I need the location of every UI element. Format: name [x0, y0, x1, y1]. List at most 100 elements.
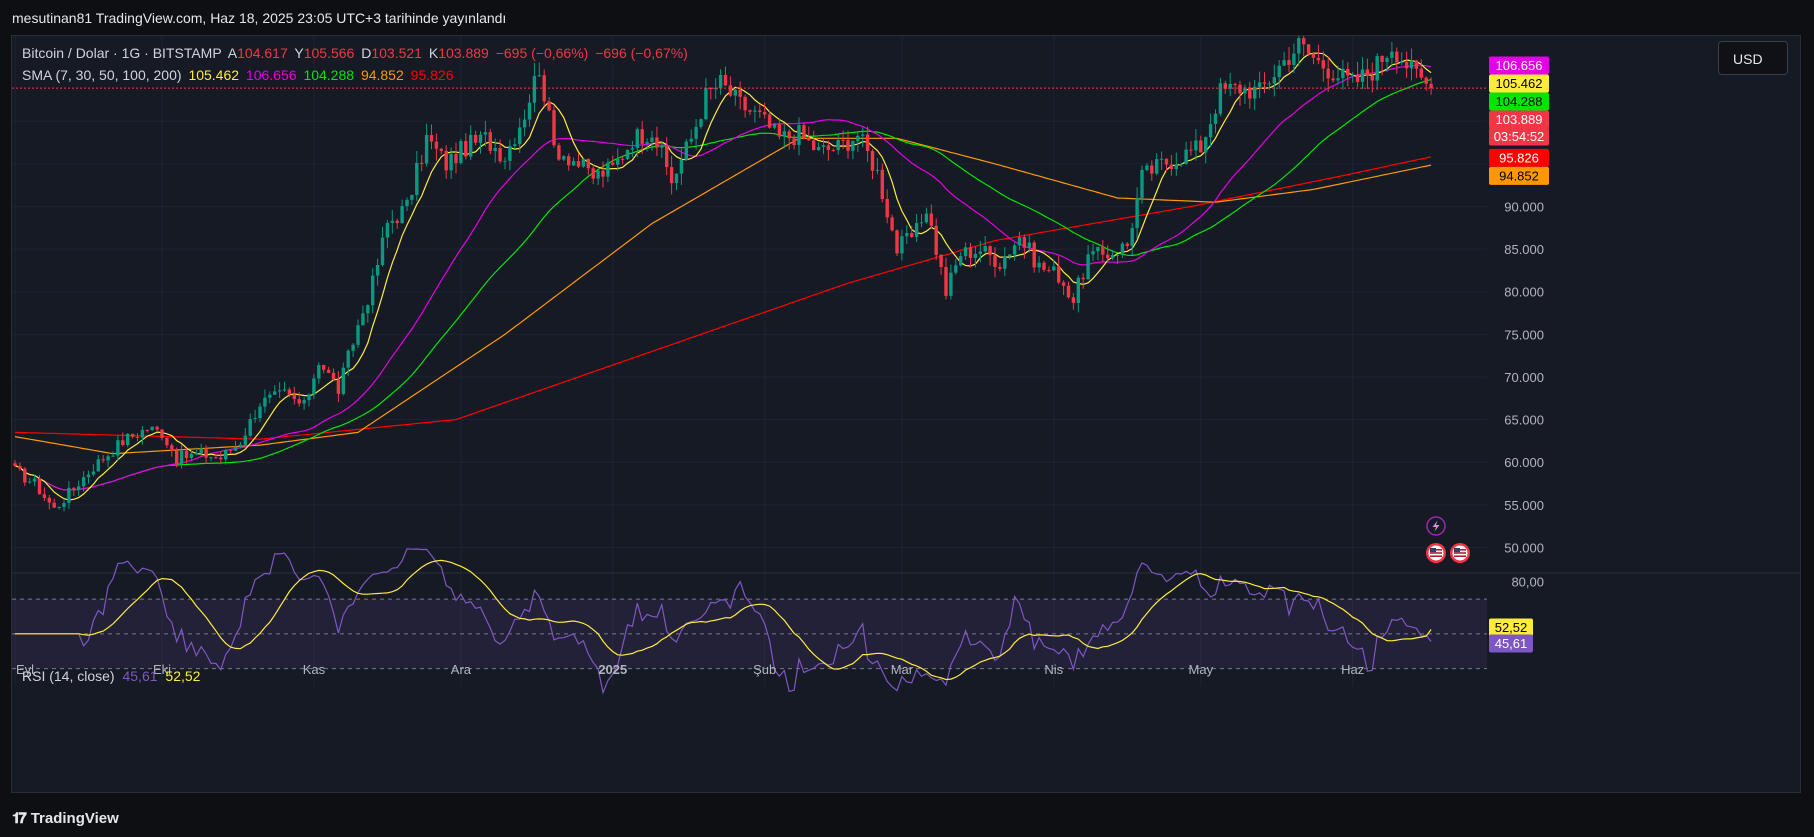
- candle-body: [704, 88, 708, 120]
- candle-body: [400, 206, 404, 224]
- candle-body: [1096, 246, 1100, 252]
- candle-body: [322, 365, 326, 370]
- candle-body: [1199, 140, 1203, 153]
- candle-body: [1331, 78, 1335, 81]
- candle-body: [1155, 159, 1159, 174]
- candle-body: [812, 140, 816, 151]
- time-tick-label: Eki: [153, 662, 171, 677]
- candle-body: [591, 168, 595, 179]
- candle-body: [552, 110, 556, 146]
- price-badge-bg: [1489, 74, 1549, 93]
- lightning-icon[interactable]: [1426, 516, 1446, 536]
- candle-body: [797, 125, 801, 146]
- price-badge: 94.852: [1489, 166, 1549, 185]
- chart-canvas[interactable]: 100.00095.00090.00085.00080.00075.00070.…: [12, 36, 1801, 793]
- candle-body: [395, 220, 399, 224]
- candle-body: [581, 158, 586, 167]
- candle-body: [763, 111, 767, 115]
- rsi-badge-text: 52,52: [1495, 620, 1528, 635]
- candle-body: [831, 149, 835, 151]
- candle-body: [184, 450, 189, 459]
- candle-body: [1086, 254, 1090, 280]
- candle-body: [415, 162, 419, 196]
- time-tick-label: Şub: [753, 662, 776, 677]
- candle-body: [978, 251, 982, 254]
- price-badge-text: 94.852: [1499, 168, 1539, 183]
- candle-body: [57, 506, 61, 508]
- time-tick-label: 2025: [598, 662, 627, 677]
- candle-body: [1321, 60, 1325, 69]
- rsi-badge-bg: [1489, 618, 1533, 637]
- candle-body: [1375, 56, 1379, 81]
- symbol-legend: Bitcoin / Dolar · 1G · BITSTAMP A104.617…: [22, 45, 691, 61]
- candle-body: [464, 141, 468, 157]
- candle-body: [67, 487, 71, 503]
- rsi-label: RSI (14, close): [22, 668, 115, 684]
- low-label: D: [361, 45, 372, 61]
- candle-body: [1243, 87, 1247, 94]
- sma-legend[interactable]: SMA (7, 30, 50, 100, 200) 105.462 106.65…: [22, 67, 456, 83]
- candle-body: [1228, 83, 1232, 89]
- candle-body: [547, 101, 551, 111]
- candle-body: [1169, 164, 1174, 170]
- candle-body: [689, 138, 693, 142]
- price-tick-label: 90.000: [1504, 199, 1544, 214]
- candle-body: [62, 502, 66, 507]
- candle-body: [52, 502, 56, 508]
- currency-button[interactable]: USD: [1718, 41, 1788, 75]
- rsi-value: 45,61: [122, 668, 158, 684]
- candle-body: [807, 138, 811, 141]
- candle-body: [405, 199, 409, 207]
- rsi-badge: 45,61: [1489, 634, 1533, 653]
- candle-body: [1429, 83, 1433, 89]
- candle-body: [361, 313, 365, 326]
- high-value: 105.566: [303, 45, 355, 61]
- candle-body: [253, 417, 257, 420]
- candle-body: [258, 406, 262, 418]
- event-icons: [1426, 516, 1470, 563]
- candle-body: [473, 134, 478, 143]
- candle-body: [777, 123, 782, 137]
- candle-body: [748, 110, 752, 112]
- candle-body: [1282, 60, 1286, 66]
- candle-body: [1042, 262, 1046, 270]
- us-flag-icon[interactable]: [1426, 543, 1446, 563]
- candle-body: [390, 220, 394, 223]
- candle-body: [1164, 158, 1169, 165]
- candle-body: [900, 236, 904, 254]
- candle-body: [1267, 83, 1272, 85]
- candle-body: [1003, 256, 1007, 269]
- rsi-tick-label: 80,00: [1511, 575, 1544, 590]
- candle-body: [219, 457, 223, 460]
- candle-body: [733, 89, 737, 96]
- candle-body: [723, 74, 728, 86]
- candle-body: [326, 369, 331, 373]
- candle-body: [1297, 38, 1301, 54]
- candle-body: [356, 325, 360, 345]
- candle-body: [527, 102, 532, 120]
- us-flag-icon[interactable]: [1450, 543, 1470, 563]
- candle-body: [170, 445, 174, 451]
- candle-body: [81, 477, 86, 487]
- candle-body: [503, 160, 507, 162]
- sma30-line: [14, 64, 1432, 491]
- candle-body: [96, 459, 100, 472]
- candle-body: [214, 457, 218, 459]
- candle-body: [821, 145, 826, 147]
- candle-body: [567, 156, 571, 166]
- candle-body: [929, 213, 933, 226]
- open-label: A: [227, 45, 238, 61]
- candle-body: [557, 145, 561, 160]
- candle-body: [1404, 61, 1409, 69]
- price-badge-bg: [1489, 166, 1549, 185]
- candle-body: [944, 267, 948, 296]
- chart-panel[interactable]: 100.00095.00090.00085.00080.00075.00070.…: [11, 35, 1801, 793]
- rsi-legend[interactable]: RSI (14, close) 45,61 52,52: [22, 668, 200, 684]
- candle-body: [454, 153, 458, 164]
- tradingview-logo[interactable]: 𝟏𝟕 TradingView: [12, 810, 119, 827]
- candle-body: [371, 275, 375, 306]
- candle-body: [1110, 254, 1115, 259]
- symbol-name[interactable]: Bitcoin / Dolar · 1G · BITSTAMP: [22, 45, 222, 61]
- candle-body: [787, 131, 791, 139]
- candle-body: [439, 148, 443, 151]
